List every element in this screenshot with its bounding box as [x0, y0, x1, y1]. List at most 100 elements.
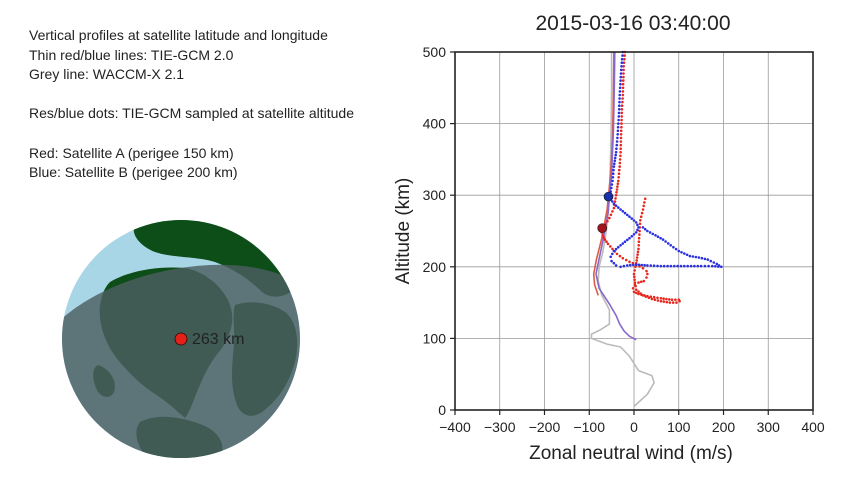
- data-point: [634, 291, 638, 295]
- data-point: [662, 297, 665, 301]
- data-point: [683, 252, 686, 255]
- data-point: [634, 284, 637, 288]
- data-point: [620, 115, 623, 118]
- data-point: [623, 211, 627, 215]
- x-tick-label: −300: [484, 419, 516, 435]
- x-tick-label: 300: [757, 419, 781, 435]
- data-point: [630, 217, 634, 220]
- data-point: [618, 254, 622, 258]
- data-point: [631, 287, 635, 290]
- data-point: [623, 54, 626, 57]
- data-point: [634, 221, 638, 224]
- data-point: [620, 108, 624, 111]
- data-point: [618, 168, 621, 172]
- data-point: [609, 213, 613, 217]
- y-tick-label: 500: [423, 44, 447, 60]
- data-point: [656, 235, 660, 238]
- data-point: [637, 236, 641, 240]
- data-point: [606, 219, 609, 223]
- data-point: [630, 235, 634, 238]
- data-point: [665, 297, 668, 301]
- data-point: [612, 261, 616, 265]
- data-point: [634, 265, 637, 269]
- data-point: [671, 301, 675, 304]
- data-point: [619, 68, 623, 72]
- data-point: [608, 216, 611, 220]
- series-dots: [600, 50, 681, 304]
- data-point: [675, 301, 678, 304]
- data-point: [637, 240, 641, 243]
- data-point: [645, 269, 648, 273]
- data-point: [659, 297, 663, 300]
- data-point: [634, 288, 638, 292]
- data-point: [637, 281, 640, 284]
- data-point: [670, 298, 674, 302]
- data-point: [610, 186, 613, 190]
- data-point: [651, 232, 655, 236]
- data-point: [614, 264, 618, 267]
- data-point: [633, 275, 636, 279]
- data-point: [646, 264, 649, 267]
- data-point: [649, 295, 653, 299]
- data-point: [622, 75, 625, 79]
- notes-block: Vertical profiles at satellite latitude …: [29, 26, 354, 183]
- data-point: [611, 172, 615, 175]
- data-point: [636, 228, 639, 232]
- data-point: [685, 253, 689, 257]
- chart-grid: [454, 51, 814, 411]
- data-point: [647, 296, 651, 300]
- data-point: [640, 211, 644, 215]
- data-point: [720, 265, 723, 269]
- data-point: [619, 140, 623, 143]
- globe-night-shade: [62, 264, 300, 458]
- data-point: [621, 256, 625, 260]
- x-tick-label: −200: [529, 419, 561, 435]
- data-point: [617, 122, 620, 125]
- data-point: [632, 290, 636, 294]
- data-point: [615, 143, 619, 147]
- data-point: [641, 226, 645, 229]
- data-point: [619, 79, 622, 82]
- data-point: [676, 264, 679, 268]
- data-point: [666, 242, 670, 245]
- note-line: Thin red/blue lines: TIE-GCM 2.0: [29, 46, 234, 63]
- y-tick-label: 200: [423, 259, 447, 275]
- data-point: [674, 298, 677, 302]
- data-point: [617, 172, 621, 175]
- data-point: [637, 292, 640, 296]
- data-point: [619, 244, 622, 247]
- data-point: [709, 259, 713, 263]
- data-point: [637, 263, 641, 267]
- y-tick-label: 400: [423, 116, 447, 132]
- note-line: Grey line: WACCM-X 2.1: [29, 66, 185, 83]
- data-point: [610, 183, 614, 186]
- data-point: [656, 296, 659, 300]
- data-point: [643, 201, 646, 204]
- data-point: [624, 258, 628, 262]
- data-point: [635, 256, 639, 259]
- y-tick-label: 0: [438, 402, 446, 418]
- data-point: [612, 202, 616, 206]
- data-point: [666, 264, 669, 268]
- x-axis-label: Zonal neutral wind (m/s): [529, 443, 733, 464]
- data-point: [618, 165, 621, 168]
- data-point: [639, 280, 643, 284]
- data-point: [620, 122, 623, 125]
- data-point: [621, 90, 625, 93]
- data-point: [621, 86, 625, 90]
- data-point: [641, 294, 645, 297]
- data-point: [715, 262, 719, 266]
- data-point: [612, 249, 616, 253]
- data-point: [610, 259, 613, 263]
- data-point: [642, 279, 646, 283]
- data-point: [611, 210, 614, 213]
- satellite-point: [603, 191, 614, 202]
- data-point: [619, 72, 623, 75]
- data-point: [632, 219, 636, 222]
- data-point: [643, 197, 647, 201]
- data-point: [621, 97, 624, 100]
- data-point: [634, 263, 638, 267]
- data-point: [614, 197, 617, 200]
- data-point: [612, 168, 615, 172]
